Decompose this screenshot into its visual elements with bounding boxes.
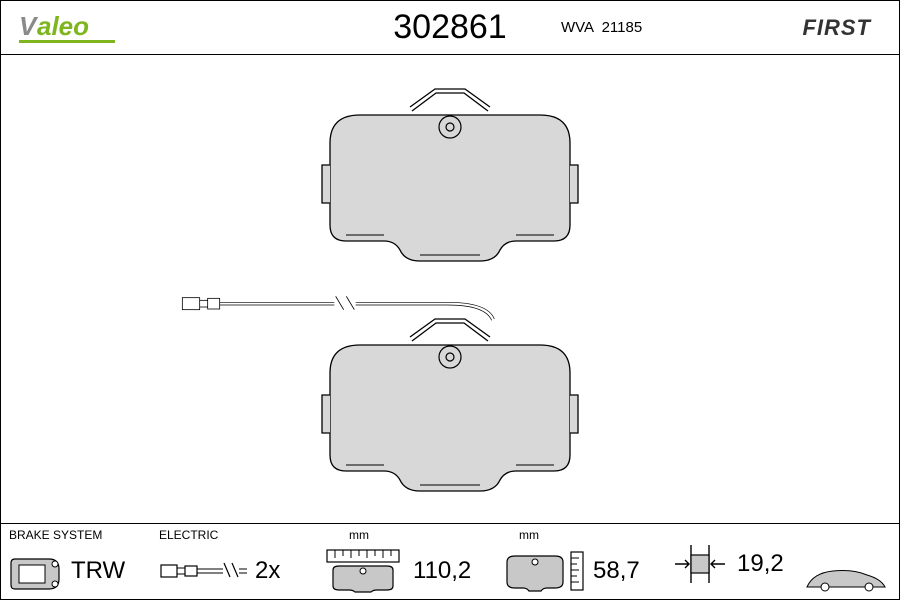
electric-label: ELECTRIC	[159, 528, 303, 542]
svg-text:aleo: aleo	[37, 11, 89, 41]
wva-value: 21185	[602, 19, 643, 36]
electric-value: 2x	[255, 557, 280, 585]
header-bar: V aleo 302861 WVA 21185 FIRST	[1, 1, 899, 55]
spec-electric: ELECTRIC 2x	[151, 524, 311, 599]
width-icon	[319, 548, 407, 594]
height-icon	[499, 548, 587, 594]
thickness-icon	[669, 541, 731, 587]
width-value: 110,2	[413, 557, 471, 585]
height-label: mm	[519, 528, 653, 542]
diagram-area	[1, 55, 899, 525]
car-silhouette-icon	[803, 563, 889, 593]
brake-system-value: TRW	[71, 557, 125, 585]
sensor-icon	[159, 553, 249, 589]
height-value: 58,7	[593, 557, 640, 585]
spec-width: mm 110,2	[311, 524, 491, 599]
first-logo: FIRST	[802, 15, 871, 41]
width-label: mm	[349, 528, 483, 542]
spec-footer: BRAKE SYSTEM TRW ELECTRIC	[1, 523, 899, 599]
spec-height: mm 58,7	[491, 524, 661, 599]
brake-pad-top	[300, 85, 600, 285]
valeo-logo: V aleo	[19, 9, 131, 47]
spec-brake-system: BRAKE SYSTEM TRW	[1, 524, 151, 599]
brake-system-label: BRAKE SYSTEM	[9, 528, 143, 542]
wva-label: WVA	[561, 19, 593, 36]
svg-text:V: V	[19, 11, 39, 41]
part-number: 302861	[393, 8, 506, 47]
spec-thickness: 19,2	[661, 524, 899, 599]
caliper-icon	[9, 549, 65, 593]
wva-code: WVA 21185	[561, 19, 642, 36]
brake-pad-bottom	[300, 315, 600, 515]
thickness-value: 19,2	[737, 550, 784, 578]
